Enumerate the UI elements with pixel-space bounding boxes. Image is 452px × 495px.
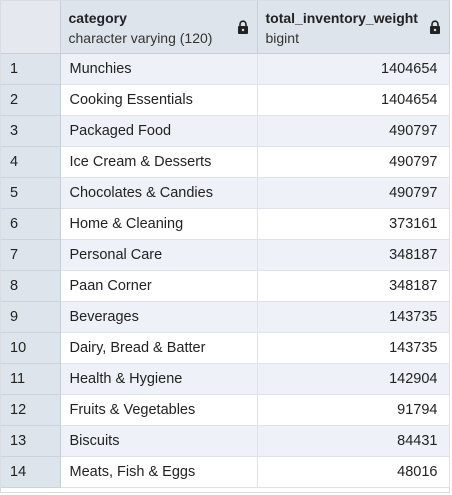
row-number[interactable]: 3 <box>1 115 61 147</box>
cell-category[interactable]: Fruits & Vegetables <box>60 394 258 426</box>
table-row[interactable]: 9 Beverages 143735 <box>1 301 450 333</box>
cell-total-inventory-weight[interactable]: 490797 <box>257 115 450 147</box>
cell-category[interactable]: Meats, Fish & Eggs <box>60 456 258 488</box>
table-row[interactable]: 4 Ice Cream & Desserts 490797 <box>1 146 450 178</box>
table-row[interactable]: 13 Biscuits 84431 <box>1 425 450 457</box>
cell-category[interactable]: Paan Corner <box>60 270 258 302</box>
cell-total-inventory-weight[interactable]: 1404654 <box>257 84 450 116</box>
lock-icon <box>429 20 440 34</box>
table-row[interactable]: 12 Fruits & Vegetables 91794 <box>1 394 450 426</box>
row-number[interactable]: 5 <box>1 177 61 209</box>
cell-total-inventory-weight[interactable]: 84431 <box>257 425 450 457</box>
cell-category[interactable]: Health & Hygiene <box>60 363 258 395</box>
row-number[interactable]: 8 <box>1 270 61 302</box>
row-number[interactable]: 7 <box>1 239 61 271</box>
table-row[interactable]: 1 Munchies 1404654 <box>1 53 450 85</box>
cell-category[interactable]: Dairy, Bread & Batter <box>60 332 258 364</box>
cell-total-inventory-weight[interactable]: 91794 <box>257 394 450 426</box>
column-type: bigint <box>265 30 299 46</box>
cell-total-inventory-weight[interactable]: 1404654 <box>257 53 450 85</box>
header-row: category character varying (120) total_i… <box>1 1 450 54</box>
column-type: character varying (120) <box>68 30 213 46</box>
column-name: category <box>68 10 127 26</box>
table-row[interactable]: 14 Meats, Fish & Eggs 48016 <box>1 456 450 488</box>
select-all-corner[interactable] <box>1 1 61 54</box>
table-row[interactable]: 2 Cooking Essentials 1404654 <box>1 84 450 116</box>
cell-total-inventory-weight[interactable]: 490797 <box>257 177 450 209</box>
table-row[interactable]: 6 Home & Cleaning 373161 <box>1 208 450 240</box>
table-row[interactable]: 11 Health & Hygiene 142904 <box>1 363 450 395</box>
table-row[interactable]: 3 Packaged Food 490797 <box>1 115 450 147</box>
lock-icon <box>237 20 248 34</box>
cell-category[interactable]: Chocolates & Candies <box>60 177 258 209</box>
cell-category[interactable]: Beverages <box>60 301 258 333</box>
cell-category[interactable]: Personal Care <box>60 239 258 271</box>
cell-category[interactable]: Packaged Food <box>60 115 258 147</box>
row-number[interactable]: 9 <box>1 301 61 333</box>
cell-total-inventory-weight[interactable]: 48016 <box>257 456 450 488</box>
row-number[interactable]: 1 <box>1 53 61 85</box>
table-row[interactable]: 7 Personal Care 348187 <box>1 239 450 271</box>
row-number[interactable]: 14 <box>1 456 61 488</box>
cell-total-inventory-weight[interactable]: 143735 <box>257 332 450 364</box>
row-number[interactable]: 11 <box>1 363 61 395</box>
cell-category[interactable]: Cooking Essentials <box>60 84 258 116</box>
table-row[interactable]: 5 Chocolates & Candies 490797 <box>1 177 450 209</box>
row-number[interactable]: 4 <box>1 146 61 178</box>
results-table: category character varying (120) total_i… <box>1 1 450 488</box>
row-number[interactable]: 10 <box>1 332 61 364</box>
cell-category[interactable]: Biscuits <box>60 425 258 457</box>
cell-total-inventory-weight[interactable]: 142904 <box>257 363 450 395</box>
cell-category[interactable]: Ice Cream & Desserts <box>60 146 258 178</box>
column-header-category[interactable]: category character varying (120) <box>60 1 258 54</box>
table-row[interactable]: 8 Paan Corner 348187 <box>1 270 450 302</box>
cell-total-inventory-weight[interactable]: 348187 <box>257 270 450 302</box>
column-header-total-inventory-weight[interactable]: total_inventory_weight bigint <box>257 1 450 54</box>
column-name: total_inventory_weight <box>265 10 418 26</box>
row-number[interactable]: 6 <box>1 208 61 240</box>
cell-category[interactable]: Munchies <box>60 53 258 85</box>
table-row[interactable]: 10 Dairy, Bread & Batter 143735 <box>1 332 450 364</box>
cell-total-inventory-weight[interactable]: 143735 <box>257 301 450 333</box>
cell-category[interactable]: Home & Cleaning <box>60 208 258 240</box>
row-number[interactable]: 13 <box>1 425 61 457</box>
row-number[interactable]: 2 <box>1 84 61 116</box>
cell-total-inventory-weight[interactable]: 373161 <box>257 208 450 240</box>
cell-total-inventory-weight[interactable]: 490797 <box>257 146 450 178</box>
cell-total-inventory-weight[interactable]: 348187 <box>257 239 450 271</box>
row-number[interactable]: 12 <box>1 394 61 426</box>
